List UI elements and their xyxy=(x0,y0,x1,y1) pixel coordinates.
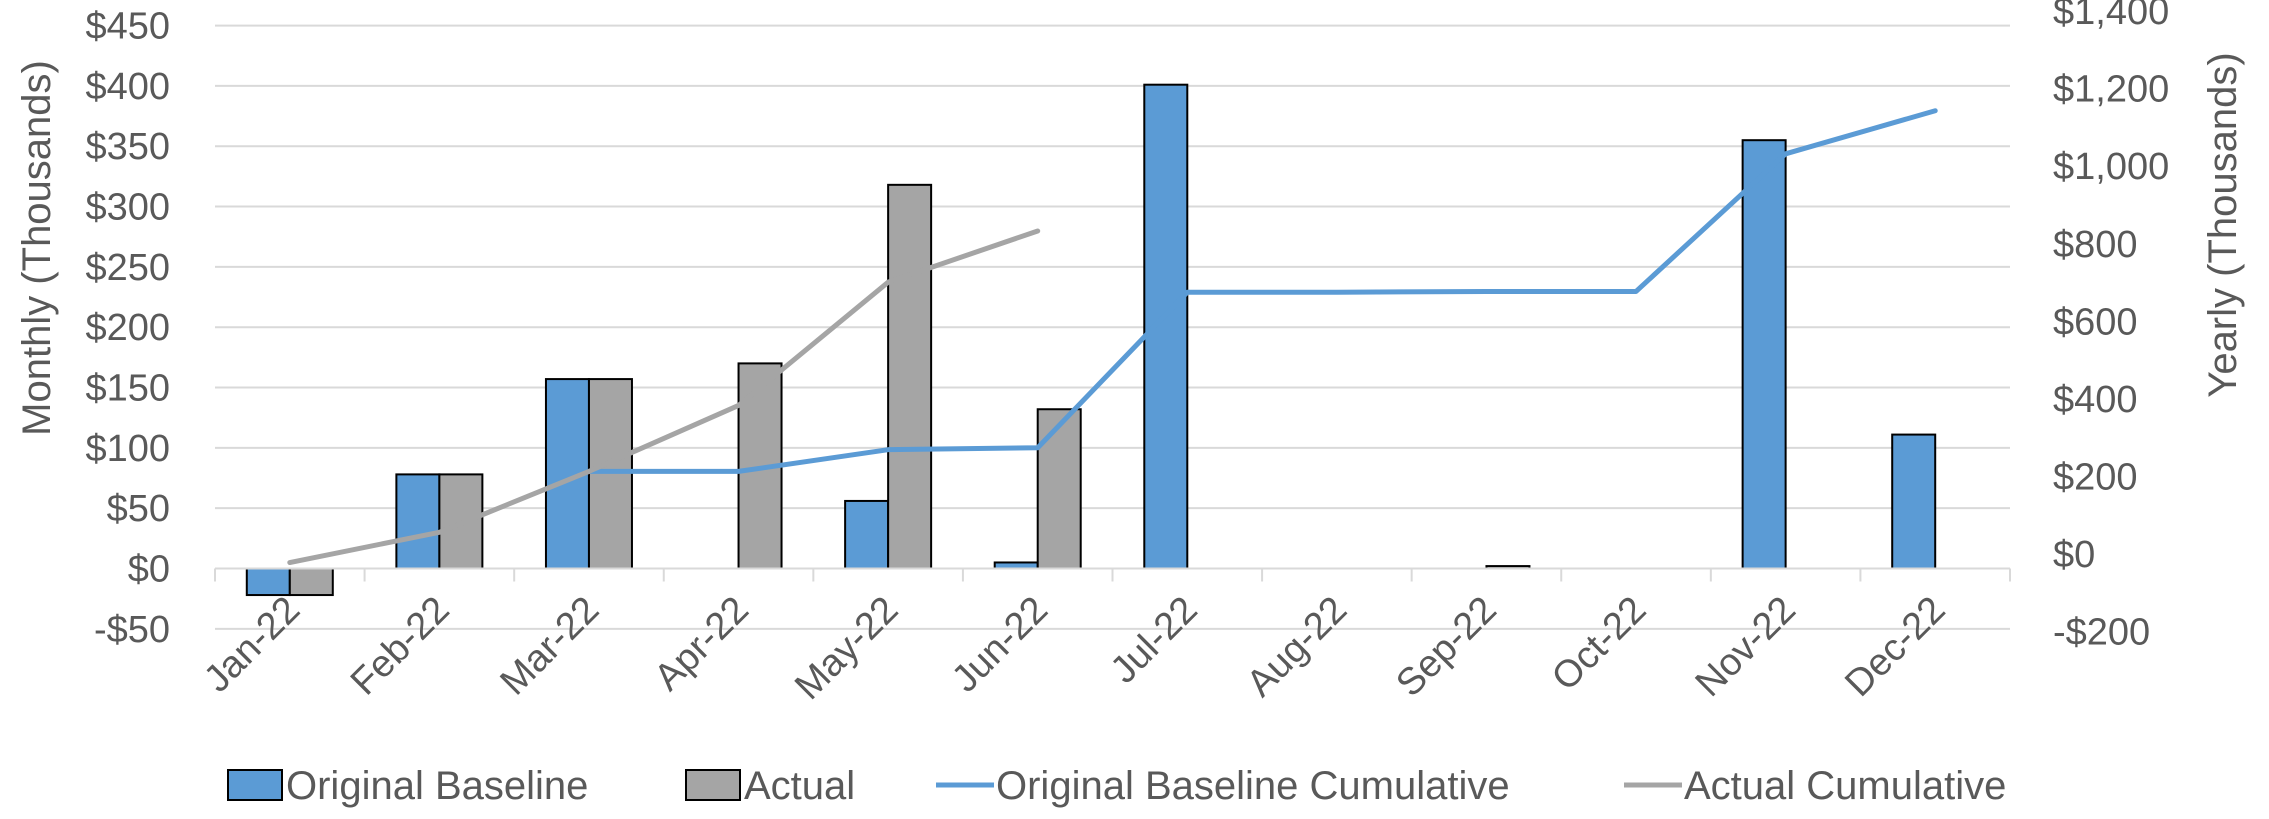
line-original-baseline-cumulative xyxy=(586,108,1938,474)
line-series xyxy=(287,108,1938,566)
axes xyxy=(214,567,2011,582)
left-tick-label: $100 xyxy=(85,428,170,470)
left-tick-label: $50 xyxy=(107,488,170,530)
left-tick-label: $200 xyxy=(85,307,170,349)
right-tick-label: $400 xyxy=(2053,379,2138,421)
x-tick-label: Jan-22 xyxy=(196,589,308,701)
x-tick-label: Aug-22 xyxy=(1239,589,1355,705)
left-tick-label: $250 xyxy=(85,247,170,289)
left-tick-label: $150 xyxy=(85,368,170,410)
left-axis-title: Monthly (Thousands) xyxy=(15,60,59,436)
x-tick-label: Sep-22 xyxy=(1388,589,1504,705)
legend-swatch xyxy=(685,769,741,801)
bar-original-baseline xyxy=(395,473,441,570)
bar-series xyxy=(245,83,1937,597)
left-axis-ticks: -$50 $0 $50 $100 $150 $200 $250 $300 $350 $400 $45… xyxy=(85,6,170,651)
x-tick-label: Apr-22 xyxy=(647,589,757,699)
x-tick-label: May-22 xyxy=(787,589,906,708)
bar-original-baseline xyxy=(1741,139,1787,570)
legend-label: Original Baseline xyxy=(286,764,588,808)
left-tick-label: -$50 xyxy=(94,609,170,651)
x-tick-label: Jun-22 xyxy=(944,589,1056,701)
bar-actual xyxy=(1036,408,1082,570)
right-tick-label: $1,000 xyxy=(2053,146,2169,188)
x-axis-ticks: Jan-22 Feb-22 Mar-22 Apr-22 May-22 Jun-22 Jul-… xyxy=(196,589,1953,708)
bar-original-baseline xyxy=(844,499,890,570)
right-tick-label: $600 xyxy=(2053,301,2138,343)
x-tick-label: Dec-22 xyxy=(1837,589,1953,705)
line-actual-cumulative xyxy=(287,228,1041,566)
legend: Original Baseline Actual Original Baseline… xyxy=(227,764,2006,808)
x-tick-label: Nov-22 xyxy=(1688,589,1804,705)
bar-original-baseline xyxy=(1143,83,1189,570)
x-tick-label: Oct-22 xyxy=(1544,589,1654,699)
legend-label: Actual xyxy=(744,764,855,808)
left-tick-label: $450 xyxy=(85,6,170,48)
right-tick-label: -$200 xyxy=(2053,612,2150,654)
bar-actual xyxy=(288,567,334,597)
x-tick-label: Feb-22 xyxy=(343,589,458,704)
right-tick-label: $0 xyxy=(2053,534,2095,576)
right-tick-label: $800 xyxy=(2053,224,2138,266)
x-tick-label: Mar-22 xyxy=(493,589,608,704)
right-tick-label: $1,400 xyxy=(2053,0,2169,33)
bar-original-baseline xyxy=(245,567,291,597)
legend-swatch xyxy=(227,769,283,801)
legend-label: Original Baseline Cumulative xyxy=(996,764,1510,808)
left-tick-label: $300 xyxy=(85,187,170,229)
right-tick-label: $200 xyxy=(2053,456,2138,498)
x-tick-label: Jul-22 xyxy=(1103,589,1206,692)
bar-actual xyxy=(887,183,933,570)
left-tick-label: $0 xyxy=(128,549,170,591)
right-tick-label: $1,200 xyxy=(2053,69,2169,111)
legend-label: Actual Cumulative xyxy=(1684,764,2006,808)
left-tick-label: $400 xyxy=(85,66,170,108)
bar-original-baseline xyxy=(1891,433,1937,570)
gridlines xyxy=(215,24,2010,630)
right-axis-ticks: -$200 $0 $200 $400 $600 $800 $1,000 $1,200 $1,40… xyxy=(2053,0,2169,654)
right-axis-title: Yearly (Thousands) xyxy=(2201,52,2245,397)
left-tick-label: $350 xyxy=(85,126,170,168)
